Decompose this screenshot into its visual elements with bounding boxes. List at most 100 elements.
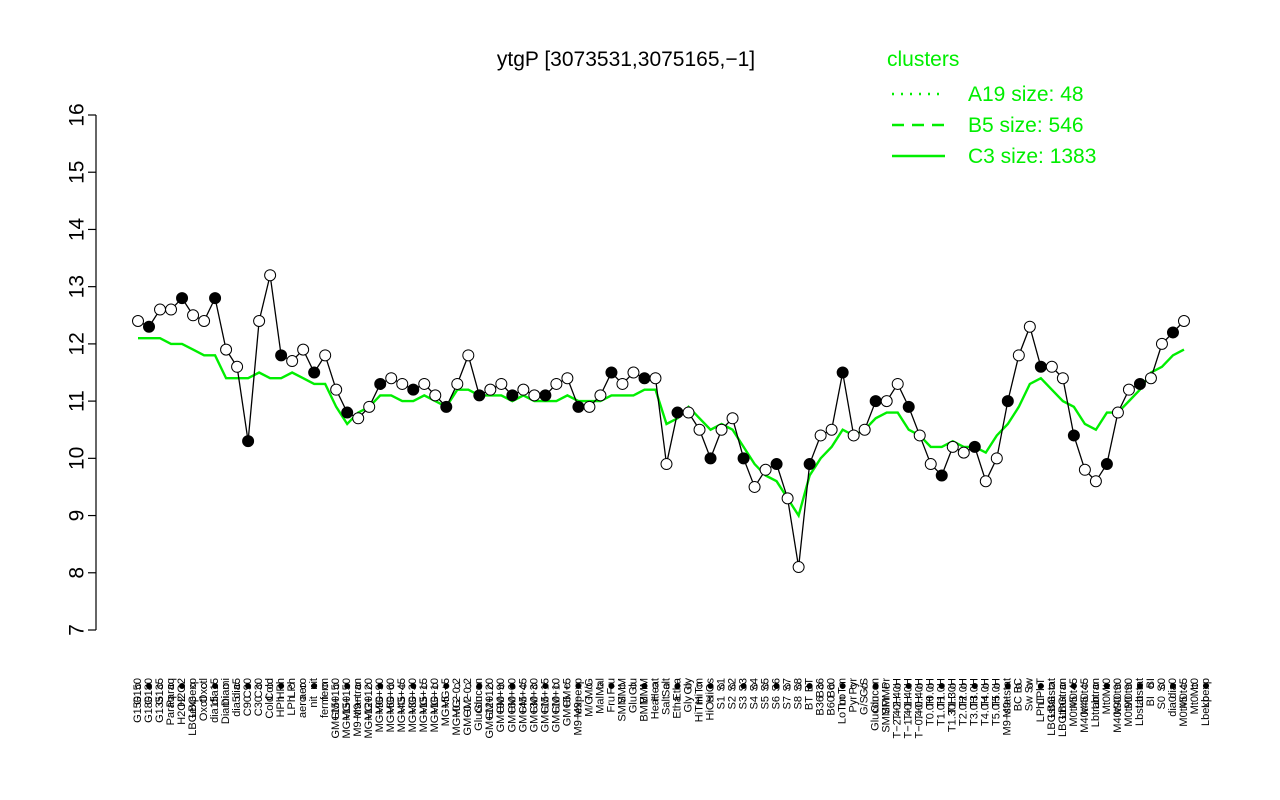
x-tick-label-lower: nit xyxy=(308,696,320,708)
x-marker xyxy=(685,683,692,690)
data-point xyxy=(1177,315,1190,327)
data-point xyxy=(1133,377,1146,390)
x-tick-label: T−1.40H xyxy=(903,678,915,721)
x-tick-label: GM+120 xyxy=(484,678,496,721)
x-tick-label-lower: Fru xyxy=(605,696,617,713)
data-point xyxy=(517,383,530,396)
x-tick-label: T4.0H xyxy=(980,678,992,708)
x-tick-label: LPhT xyxy=(1035,678,1047,705)
x-tick-label: Oxctl xyxy=(198,678,210,703)
x-marker xyxy=(839,683,846,690)
x-tick-label-lower: LBGstat xyxy=(1046,696,1058,736)
x-tick-label-lower: S3 xyxy=(737,696,749,709)
x-tick-label: Heat xyxy=(649,678,661,701)
x-tick-label: Mt0 xyxy=(1101,678,1113,696)
x-tick-label: S1 xyxy=(715,678,727,691)
x-tick-label-lower: Oxctl xyxy=(198,696,210,721)
x-tick-label: Fru xyxy=(605,678,617,695)
data-point xyxy=(143,320,156,333)
x-tick-label-lower: dia0 xyxy=(1167,696,1179,717)
data-point xyxy=(286,355,299,368)
data-point xyxy=(583,400,596,413)
data-point xyxy=(297,343,310,356)
profile-line xyxy=(137,275,1185,568)
x-tick-label-lower: G/S xyxy=(859,696,871,715)
x-tick-label: M9−stat xyxy=(1002,678,1014,717)
data-point xyxy=(1023,320,1036,333)
x-tick-label: Gly xyxy=(682,678,694,695)
x-tick-label: Sw xyxy=(1024,678,1036,693)
x-marker xyxy=(201,683,208,690)
legend-label: B5 size: 546 xyxy=(968,114,1084,137)
x-tick-label-lower: S8 xyxy=(793,696,805,709)
x-marker xyxy=(938,683,945,690)
x-tick-label: Lbstat xyxy=(1134,678,1146,708)
x-tick-label: Salt xyxy=(660,678,672,697)
x-tick-label-lower: Sw xyxy=(1024,696,1036,711)
x-tick-label: S8 xyxy=(793,678,805,691)
x-tick-label: HPh xyxy=(275,678,287,699)
x-tick-label: T1.0H xyxy=(936,678,948,708)
y-tick-label: 11 xyxy=(66,390,89,412)
data-point xyxy=(495,377,508,390)
x-tick-label-lower: B60 xyxy=(826,696,838,716)
x-tick-label: M0t90 xyxy=(1123,678,1135,709)
x-marker xyxy=(1180,683,1187,690)
data-point xyxy=(836,366,849,379)
x-tick-label-lower: BC xyxy=(1013,696,1025,711)
x-marker xyxy=(729,683,736,690)
x-tick-label-lower: Paraq xyxy=(165,696,177,725)
x-tick-label-lower: C30 xyxy=(253,696,265,716)
x-marker xyxy=(1147,683,1154,690)
x-marker xyxy=(454,683,461,690)
data-point xyxy=(693,423,706,436)
y-tick-label: 15 xyxy=(66,161,89,184)
data-point xyxy=(957,446,970,459)
data-point xyxy=(1111,406,1124,419)
data-point xyxy=(902,400,915,413)
x-tick-label: HiOs xyxy=(704,678,716,703)
x-tick-label: B36 xyxy=(815,678,827,698)
data-point xyxy=(385,372,398,385)
x-marker xyxy=(443,683,450,690)
data-point xyxy=(154,303,167,316)
x-tick-label-lower: Glucon xyxy=(473,696,485,731)
x-tick-label: GM+30 xyxy=(528,678,540,714)
x-tick-label: C30 xyxy=(253,678,265,698)
x-tick-label-lower: G180 xyxy=(143,696,155,723)
x-marker xyxy=(718,683,725,690)
x-tick-label-lower: M0t45 xyxy=(1178,696,1190,727)
x-tick-label: MG+30 xyxy=(407,678,419,714)
data-point xyxy=(781,492,794,505)
x-tick-label: GM+10 xyxy=(550,678,562,714)
data-point xyxy=(1155,337,1168,350)
data-point xyxy=(704,452,717,465)
data-point xyxy=(165,303,178,316)
x-tick-label: MG+90 xyxy=(374,678,386,714)
x-tick-label-lower: GM+5 xyxy=(561,696,573,726)
x-tick-label-lower: Lbexp xyxy=(1200,696,1212,726)
data-point xyxy=(253,315,266,327)
x-tick-label: Pyr xyxy=(848,678,860,695)
data-point xyxy=(715,423,728,436)
data-point xyxy=(572,400,585,413)
data-point xyxy=(506,389,519,402)
data-point xyxy=(330,383,343,396)
x-marker xyxy=(476,683,483,690)
x-marker xyxy=(134,683,141,690)
cluster-line xyxy=(138,336,1185,519)
data-point xyxy=(484,383,497,396)
data-point xyxy=(891,377,904,390)
x-tick-label-lower: C90 xyxy=(242,696,254,716)
x-marker xyxy=(1136,683,1143,690)
x-tick-label-lower: SMM xyxy=(616,696,628,722)
x-tick-label-lower: T−0.40H xyxy=(914,696,926,739)
data-point xyxy=(132,315,144,327)
x-tick-label-lower: M40t90 xyxy=(1112,696,1124,733)
data-point xyxy=(803,458,816,471)
x-tick-label: BI xyxy=(1145,678,1157,688)
x-marker xyxy=(377,683,384,690)
data-point xyxy=(451,377,464,390)
x-tick-label-lower: aero xyxy=(297,696,309,718)
x-marker xyxy=(322,683,329,690)
